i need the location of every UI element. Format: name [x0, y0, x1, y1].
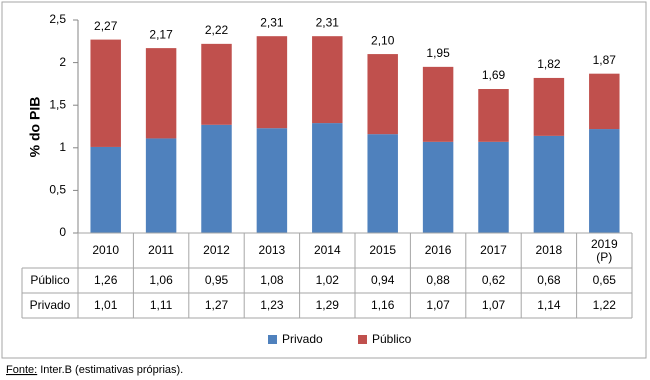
x-tick-label: 2011	[148, 243, 174, 257]
bar-segment	[201, 124, 232, 233]
table-value: 1,22	[592, 298, 616, 312]
table-value: 1,06	[149, 273, 173, 287]
table-value: 1,16	[371, 298, 395, 312]
table-row-header: Privado	[29, 298, 71, 312]
table-value: 0,88	[426, 273, 450, 287]
total-label: 2,22	[205, 23, 229, 37]
bar-segment	[478, 89, 509, 142]
legend-swatch	[268, 335, 277, 344]
table-value: 1,08	[260, 273, 284, 287]
x-tick-label: 2014	[313, 243, 341, 257]
total-label: 1,95	[426, 46, 450, 60]
source-label: Fonte:	[6, 364, 37, 376]
table-value: 1,07	[426, 298, 450, 312]
bar-segment	[312, 36, 343, 124]
bar-segment	[145, 48, 177, 139]
table-value: 1,11	[149, 298, 173, 312]
total-label: 2,10	[371, 33, 395, 47]
x-tick-label: 2018	[535, 243, 563, 257]
total-label: 1,69	[482, 68, 506, 82]
y-tick-label: 2	[59, 55, 66, 69]
y-tick-label: 1,5	[49, 97, 66, 111]
y-tick-label: 1	[59, 140, 66, 154]
table-row-header: Público	[30, 273, 70, 287]
y-tick-label: 2,5	[49, 12, 66, 26]
table-value: 1,23	[260, 298, 284, 312]
legend-label: Privado	[282, 332, 323, 346]
table-value: 0,95	[204, 273, 229, 287]
bar-segment	[367, 134, 398, 233]
bar-segment	[422, 141, 454, 233]
table-value: 0,65	[592, 273, 616, 287]
x-tick-label: 2016	[424, 243, 452, 257]
bar-segment	[589, 73, 620, 130]
table-value: 1,02	[315, 273, 339, 287]
total-label: 2,31	[260, 15, 284, 29]
total-label: 2,17	[149, 27, 173, 41]
bar-segment	[478, 141, 509, 233]
y-axis-label: % do PIB	[27, 97, 43, 158]
bar-segment	[367, 54, 398, 135]
bar-segment	[533, 135, 565, 233]
x-tick-label: 2012	[203, 243, 230, 257]
table-value: 0,62	[481, 273, 506, 287]
table-value: 1,07	[481, 298, 506, 312]
source-note: Fonte: Inter.B (estimativas próprias).	[6, 364, 183, 376]
bar-segment	[422, 66, 454, 142]
table-value: 1,27	[204, 298, 229, 312]
y-tick-label: 0	[59, 225, 66, 239]
total-label: 1,82	[537, 57, 561, 71]
x-tick-label: 2013	[258, 243, 286, 257]
table-value: 1,26	[94, 273, 118, 287]
bar-segment	[145, 138, 177, 233]
legend-label: Público	[372, 332, 412, 346]
table-value: 1,01	[94, 298, 118, 312]
y-tick-label: 0,5	[49, 183, 66, 197]
x-tick-label: 2010	[92, 243, 120, 257]
total-label: 2,27	[94, 19, 118, 33]
table-value: 1,29	[315, 298, 339, 312]
bar-segment	[256, 36, 288, 129]
bar-segment	[90, 146, 121, 233]
total-label: 1,87	[593, 53, 617, 67]
x-tick-label: 2019 (P)	[590, 236, 618, 264]
table-value: 1,14	[537, 298, 561, 312]
bar-segment	[256, 128, 288, 233]
x-tick-label: 2017	[480, 243, 507, 257]
bar-segment	[201, 43, 232, 125]
source-text: Inter.B (estimativas próprias).	[40, 364, 183, 376]
bar-segment	[589, 129, 620, 233]
bar-segment	[533, 77, 565, 136]
bar-segment	[90, 39, 121, 147]
table-value: 0,94	[371, 273, 395, 287]
legend-swatch	[358, 335, 367, 344]
bar-segment	[312, 123, 343, 233]
x-tick-label: 2015	[369, 243, 397, 257]
total-label: 2,31	[316, 15, 340, 29]
table-value: 0,68	[537, 273, 561, 287]
